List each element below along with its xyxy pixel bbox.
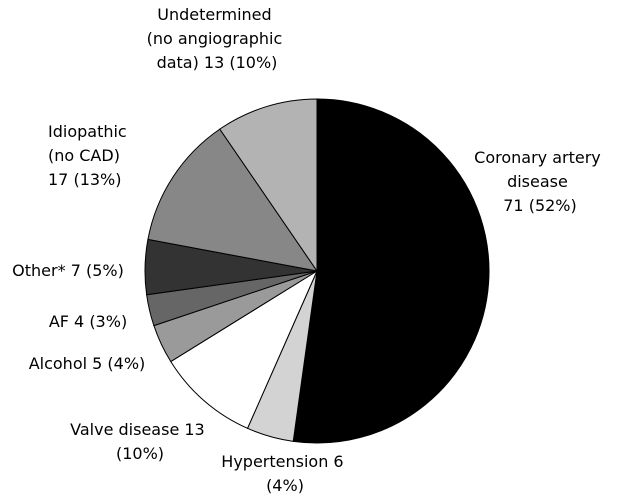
slice-label: Hypertension 6 (4%) [221,452,348,495]
slice-label: AF 4 (3%) [49,312,127,331]
slice-label: Coronary artery disease 71 (52%) [474,148,606,215]
slice-label: Valve disease 13 (10%) [70,420,210,463]
slice-label: Alcohol 5 (4%) [29,354,146,373]
pie-slice [292,98,490,444]
slice-label: Undetermined (no angiographic data) 13 (… [147,5,288,72]
slice-label: Other* 7 (5%) [12,261,124,280]
pie-slice [147,128,319,272]
pie-slice [170,269,319,430]
slice-label: Idiopathic (no CAD) 17 (13%) [48,122,132,189]
pie-slice [219,98,318,273]
